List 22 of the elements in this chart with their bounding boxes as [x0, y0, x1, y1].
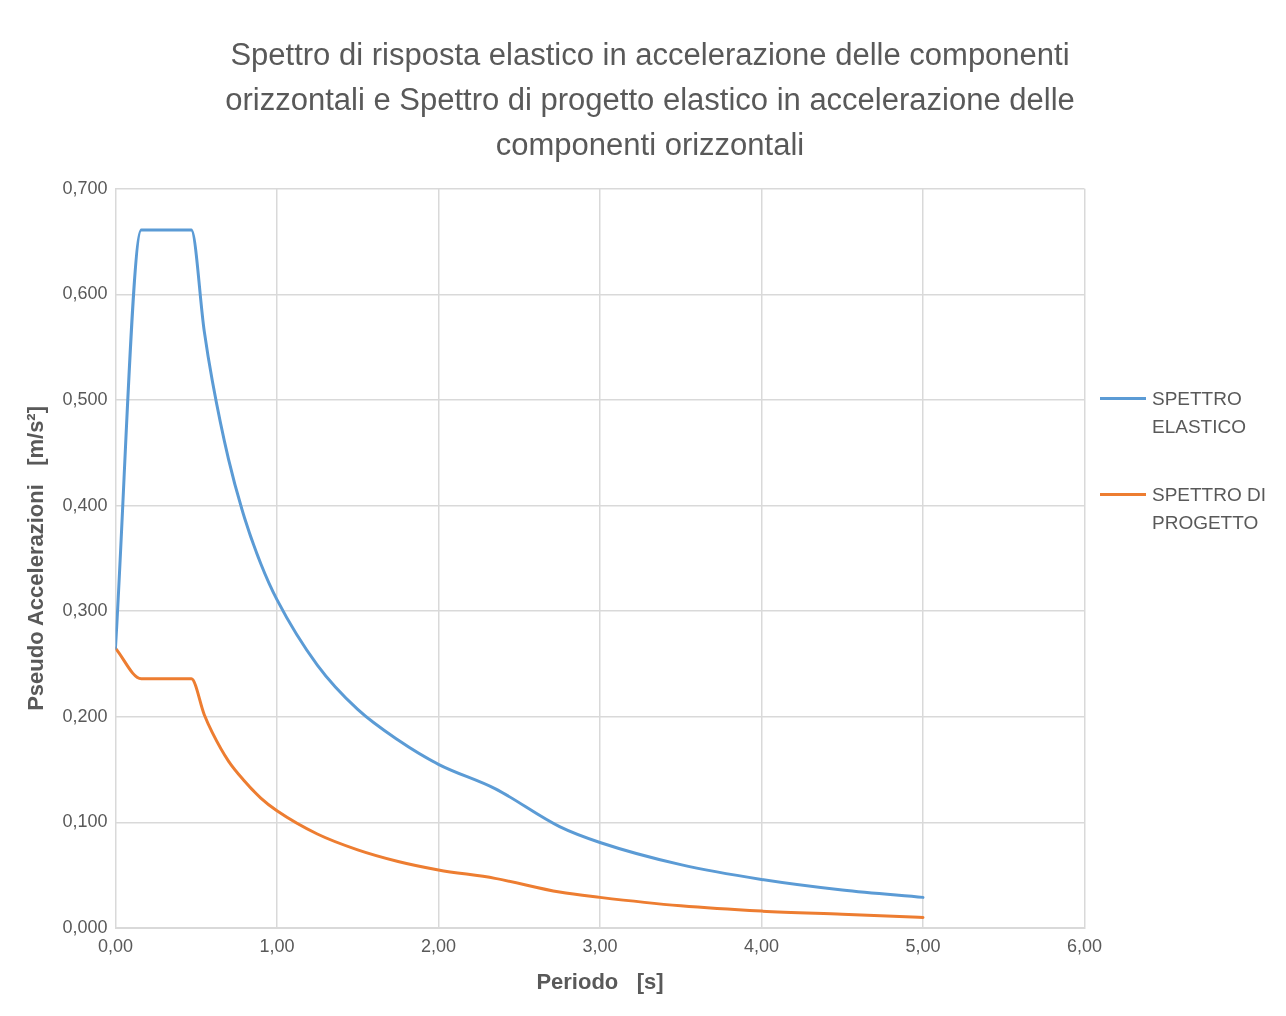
x-tick-label: 3,00	[582, 935, 618, 956]
y-tick-label: 0,200	[62, 705, 108, 726]
y-tick-label: 0,400	[62, 494, 108, 515]
y-tick-label: 0,500	[62, 388, 108, 409]
y-axis-title: Pseudo Accelerazioni [m/s²]	[23, 405, 49, 711]
x-tick-label: 1,00	[259, 935, 295, 956]
x-tick-label: 6,00	[1066, 935, 1103, 956]
x-tick-label: 5,00	[905, 935, 941, 956]
chart-title: Spettro di risposta elastico in accelerazione delle componenti orizzontali e Spettro di progetto elastico in accelerazione delle componenti orizzontali	[224, 36, 1076, 164]
x-tick-label: 4,00	[743, 935, 779, 956]
y-tick-label: 0,600	[62, 283, 108, 304]
legend-label: SPETTRO DI PROGETTO	[1152, 483, 1267, 535]
line-series	[115, 646, 925, 919]
y-tick-label: 0,300	[62, 600, 108, 621]
legend-label: SPETTRO ELASTICO	[1152, 387, 1247, 439]
x-tick-label: 2,00	[420, 935, 456, 956]
y-tick-label: 0,000	[62, 916, 108, 937]
line-series	[115, 228, 925, 899]
x-tick-label: 0,00	[97, 935, 133, 956]
y-tick-label: 0,100	[62, 811, 108, 832]
x-axis-title: Periodo [s]	[536, 968, 664, 994]
y-tick-label: 0,700	[62, 177, 108, 198]
